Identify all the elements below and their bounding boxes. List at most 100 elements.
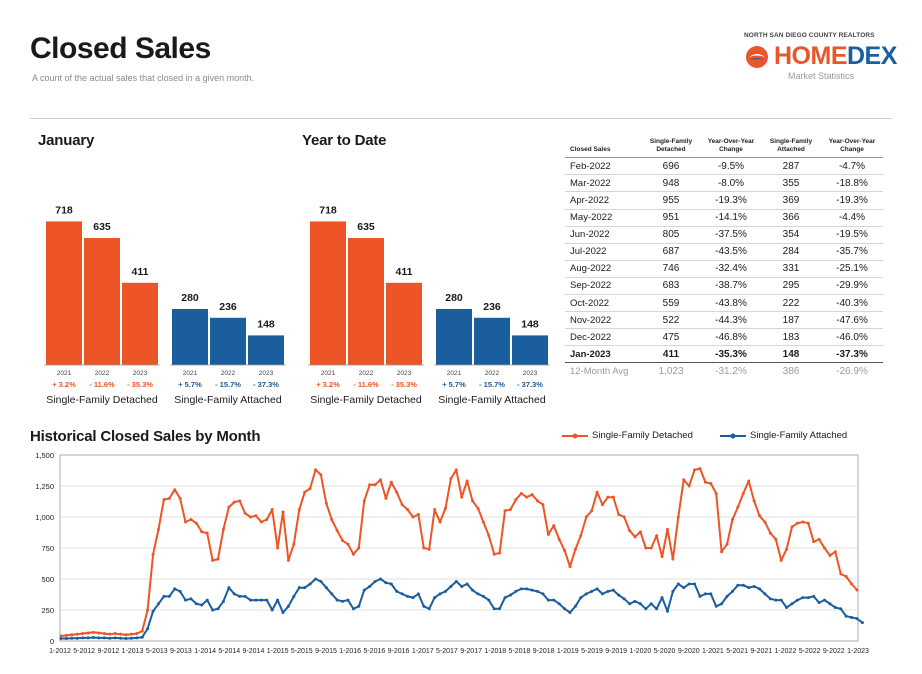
data-point (693, 468, 697, 472)
table-cell: 12-Month Avg (570, 366, 629, 378)
data-point (167, 496, 171, 500)
data-point (433, 508, 437, 512)
data-point (481, 520, 485, 524)
table-cell: 222 (761, 294, 821, 313)
table-cell: 284 (761, 243, 821, 261)
data-point (638, 602, 642, 606)
data-point (270, 608, 274, 612)
x-tick-label: 5-2016 (363, 648, 385, 655)
data-point (362, 499, 366, 503)
data-point (449, 584, 453, 588)
data-point (536, 499, 540, 503)
bar-value-label: 236 (483, 301, 501, 313)
year-label: 2022 (95, 370, 110, 377)
data-point (698, 467, 702, 471)
year-label: 2022 (359, 370, 374, 377)
data-point (660, 596, 664, 600)
data-point (70, 636, 74, 640)
data-point (308, 486, 312, 490)
table-cell: Feb-2022 (565, 157, 641, 176)
table-cell: -29.9% (821, 277, 883, 296)
data-point (557, 537, 561, 541)
page-title: Closed Sales (30, 32, 211, 65)
data-point (254, 598, 258, 602)
data-point (671, 557, 675, 561)
table-header-row: Closed Sales Single-Family Detached Year… (565, 138, 883, 159)
x-tick-label: 1-2016 (339, 648, 361, 655)
data-point (259, 520, 263, 524)
data-point (460, 584, 464, 588)
x-tick-label: 9-2021 (750, 648, 772, 655)
data-point (319, 579, 323, 583)
logo-tagline: NORTH SAN DIEGO COUNTY REALTORS (744, 32, 875, 39)
bar (386, 282, 422, 365)
table-cell: 1,023 (658, 366, 684, 378)
legend-detached: Single-Family Detached (562, 430, 693, 441)
group-label: Single-Family Detached (310, 394, 422, 406)
x-tick-label: 5-2021 (726, 648, 748, 655)
table-row: Nov-2022 522 -44.3% 187 -47.6% (565, 311, 883, 330)
legend-detached-marker (562, 433, 588, 438)
table-cell: 287 (761, 157, 821, 176)
data-point (498, 607, 502, 611)
data-point (660, 555, 664, 559)
data-point (498, 551, 502, 555)
change-label: + 3.2% (52, 380, 76, 389)
data-point (351, 552, 355, 556)
y-tick-label: 500 (41, 575, 54, 584)
legend-attached: Single-Family Attached (720, 430, 847, 441)
y-tick-label: 250 (41, 606, 54, 615)
bar (310, 221, 346, 365)
data-point (97, 636, 101, 640)
data-point (270, 508, 274, 512)
data-point (687, 582, 691, 586)
data-point (785, 547, 789, 551)
data-point (189, 517, 193, 521)
x-tick-label: 1-2019 (557, 648, 579, 655)
x-tick-label: 5-2018 (509, 648, 531, 655)
data-point (368, 584, 372, 588)
change-label: + 5.7% (442, 380, 466, 389)
data-point (357, 604, 361, 608)
data-point (525, 495, 529, 499)
data-point (211, 608, 215, 612)
year-label: 2021 (321, 370, 336, 377)
data-point (552, 598, 556, 602)
data-point (503, 509, 507, 513)
data-point (563, 607, 567, 611)
data-point (855, 617, 859, 621)
x-tick-label: 5-2019 (581, 648, 603, 655)
data-point (579, 534, 583, 538)
data-point (319, 473, 323, 477)
data-point (676, 515, 680, 519)
data-point (768, 531, 772, 535)
data-point (86, 631, 90, 635)
data-point (595, 587, 599, 591)
data-point (64, 633, 68, 637)
change-label: - 35.3% (391, 380, 417, 389)
data-point (633, 535, 637, 539)
table-cell: -25.1% (821, 260, 883, 278)
table-cell: -19.3% (701, 191, 761, 210)
data-point (416, 592, 420, 596)
data-point (763, 592, 767, 596)
table-row: Aug-2022 746 -32.4% 331 -25.1% (565, 260, 883, 278)
data-point (736, 583, 740, 587)
historical-chart-title: Historical Closed Sales by Month (30, 428, 261, 445)
data-point (227, 586, 231, 590)
x-tick-label: 5-2022 (799, 648, 821, 655)
table-cell: -46.0% (821, 328, 883, 347)
data-point (119, 636, 123, 640)
data-point (492, 552, 496, 556)
table-cell: 331 (761, 260, 821, 278)
data-point (184, 598, 188, 602)
data-point (546, 532, 550, 536)
data-point (243, 511, 247, 515)
table-cell: 559 (641, 294, 701, 313)
data-point (373, 579, 377, 583)
data-point (254, 514, 258, 518)
table-cell: -40.3% (821, 294, 883, 313)
data-point (265, 517, 269, 521)
data-point (221, 527, 225, 531)
ytd-bar-chart: 718 2021 + 3.2% 635 2022 - 11.6% 411 2023 - 35.3… (308, 204, 550, 406)
